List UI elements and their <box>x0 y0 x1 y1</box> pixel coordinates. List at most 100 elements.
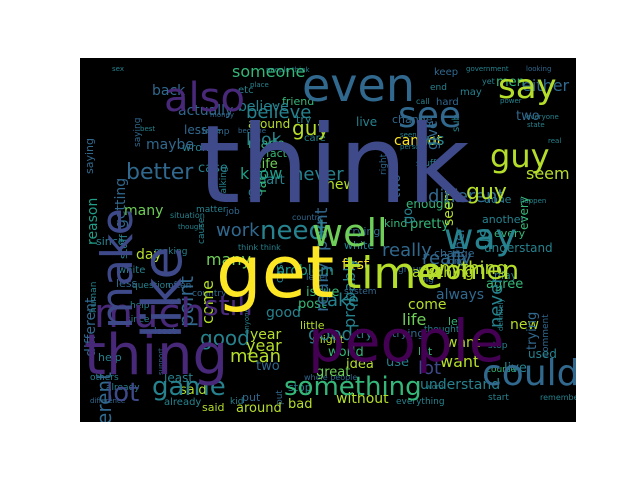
word: become <box>238 127 267 135</box>
word: get <box>216 230 335 314</box>
word: job <box>226 207 240 217</box>
word: different <box>428 186 505 207</box>
word: less <box>116 277 138 290</box>
word: used <box>528 347 557 361</box>
word: sure <box>206 127 222 135</box>
word: try <box>356 327 373 341</box>
word: hard <box>436 97 459 108</box>
word: game <box>152 372 226 402</box>
word: since <box>126 315 150 325</box>
word: something <box>284 372 422 402</box>
word: call <box>416 97 430 106</box>
word: real <box>548 137 562 145</box>
word: power <box>500 97 522 105</box>
word: let <box>418 345 433 358</box>
word: use <box>386 355 410 370</box>
word: agree <box>486 277 524 292</box>
word: first <box>342 257 370 273</box>
word: know <box>240 164 283 183</box>
word: men <box>496 75 525 90</box>
word: good <box>266 305 301 321</box>
word: yet <box>482 77 495 86</box>
word: still <box>204 289 253 322</box>
word: thing <box>84 323 229 388</box>
word: every <box>517 196 531 230</box>
word: always <box>436 287 485 303</box>
word: happen <box>520 197 547 205</box>
word: matter <box>196 205 227 215</box>
word: life <box>402 310 427 329</box>
word: live <box>504 361 527 376</box>
word: think <box>198 103 470 228</box>
word: country <box>192 289 227 299</box>
word: women <box>424 256 519 286</box>
word: want <box>440 352 480 371</box>
word: often <box>168 281 192 291</box>
word: really <box>422 248 472 269</box>
word: also <box>164 75 245 121</box>
word: remember <box>540 393 576 402</box>
word: may <box>460 87 482 98</box>
word: mean <box>230 346 282 367</box>
word: said <box>202 401 225 414</box>
word: difference <box>90 397 126 405</box>
word: question <box>132 281 171 291</box>
word: us <box>426 130 445 149</box>
word: anything <box>428 258 508 279</box>
word: everything <box>396 397 445 407</box>
word: really <box>382 240 432 261</box>
word: care <box>304 133 326 144</box>
word: friend <box>282 95 315 108</box>
word: lot <box>106 378 140 408</box>
word: made <box>248 137 285 152</box>
word: day <box>136 247 162 263</box>
word: around <box>236 401 282 416</box>
word: enough <box>406 197 452 211</box>
word: sex <box>112 65 124 73</box>
word: believe <box>238 99 289 115</box>
word: making <box>154 247 188 257</box>
word: come <box>408 297 447 313</box>
word: issue <box>306 285 340 300</box>
word: year <box>246 336 282 355</box>
word: back <box>152 83 186 99</box>
word: though <box>178 223 203 231</box>
word: everyone <box>526 113 559 121</box>
word: post <box>298 297 327 312</box>
word: idea <box>346 357 374 372</box>
word: person <box>400 143 424 151</box>
word: say <box>498 67 557 107</box>
word: level <box>306 273 328 283</box>
word: think think <box>238 243 281 252</box>
word: change <box>392 113 433 126</box>
word: least <box>154 327 176 337</box>
word: actually <box>178 103 234 119</box>
word: place <box>250 81 269 89</box>
word: someone <box>232 62 306 81</box>
word: word <box>426 383 444 391</box>
word: end <box>430 83 447 93</box>
word: guy <box>490 137 550 175</box>
word: understand <box>420 377 501 393</box>
word: work <box>216 220 260 241</box>
word: least <box>164 371 194 385</box>
word: even <box>302 58 415 112</box>
word: around <box>248 117 291 131</box>
word: see <box>398 95 462 136</box>
word: like <box>131 246 194 339</box>
word: want <box>446 335 481 351</box>
word: pretty <box>410 217 450 232</box>
word: best <box>140 125 156 133</box>
word: saying <box>133 117 143 147</box>
word: let <box>448 315 463 328</box>
word: big <box>420 275 434 285</box>
word: new <box>326 177 355 193</box>
word: guy <box>292 116 330 140</box>
word: group <box>398 265 425 275</box>
word: maybe <box>146 137 195 153</box>
word: case <box>198 161 228 176</box>
word: people <box>308 307 505 375</box>
word: whole people <box>304 373 358 382</box>
word: better <box>126 160 194 185</box>
word: done <box>484 193 512 206</box>
